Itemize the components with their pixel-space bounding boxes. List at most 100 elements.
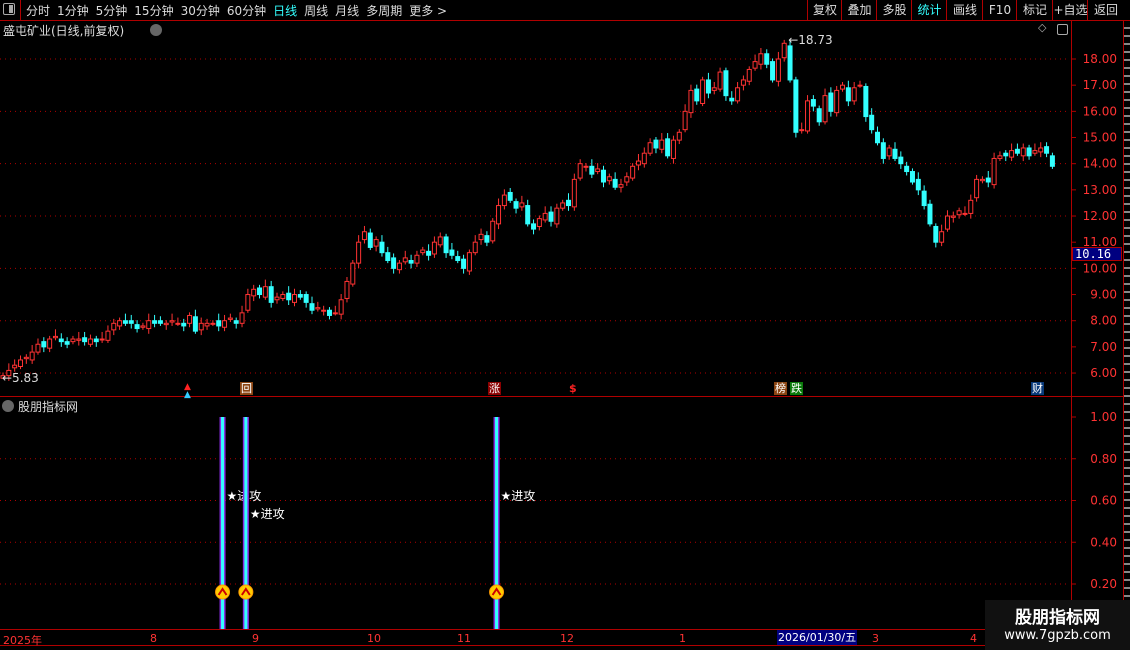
tag-cai[interactable]: 财 bbox=[1031, 382, 1044, 395]
candle-body bbox=[292, 294, 297, 303]
candle-body bbox=[805, 100, 811, 132]
candle-body bbox=[723, 70, 729, 97]
toolbar-button-0[interactable]: 复权 bbox=[807, 0, 842, 20]
candle-body bbox=[1044, 146, 1050, 154]
candle-body bbox=[904, 165, 910, 173]
candle-body bbox=[793, 79, 799, 133]
candle-body bbox=[93, 338, 99, 343]
period-tab-0[interactable]: 分时 bbox=[26, 4, 51, 18]
candle-body bbox=[111, 322, 117, 331]
candle-body bbox=[426, 250, 432, 256]
candle-body bbox=[577, 163, 583, 179]
candle-body bbox=[128, 320, 134, 324]
candle-body bbox=[52, 335, 58, 339]
candle-body bbox=[379, 241, 385, 254]
period-tab-9[interactable]: 多周期 bbox=[366, 4, 403, 18]
candle-body bbox=[670, 139, 676, 159]
candle-body bbox=[1020, 147, 1026, 157]
candle-body bbox=[461, 258, 467, 269]
signal-up-icon bbox=[215, 584, 231, 600]
time-label: 8 bbox=[150, 632, 157, 645]
candle-body bbox=[1003, 152, 1009, 157]
candle-body bbox=[455, 256, 461, 262]
candle-body bbox=[338, 299, 344, 315]
candle-body bbox=[350, 262, 356, 285]
side-info-strip[interactable] bbox=[1124, 21, 1130, 646]
candle-body bbox=[939, 231, 945, 243]
diamond-icon[interactable]: ◇ bbox=[1038, 21, 1047, 34]
event-arrow-icon[interactable]: ▲ ▲ bbox=[184, 382, 191, 400]
candle-body bbox=[496, 205, 502, 225]
candle-body bbox=[694, 88, 700, 102]
toolbar-button-5[interactable]: F10 bbox=[982, 0, 1017, 20]
candle-body bbox=[560, 202, 566, 209]
candle-body bbox=[816, 108, 822, 123]
candle-body bbox=[974, 178, 980, 199]
period-tab-1[interactable]: 1分钟 bbox=[57, 4, 89, 18]
y-tick-label: 15.00 bbox=[1083, 131, 1117, 145]
candle-body bbox=[863, 85, 869, 118]
signal-bar bbox=[495, 417, 499, 629]
candle-body bbox=[181, 322, 187, 327]
candle-body bbox=[501, 194, 507, 207]
period-tab-2[interactable]: 5分钟 bbox=[95, 4, 128, 18]
toolbar-button-6[interactable]: 标记 bbox=[1016, 0, 1053, 20]
period-tab-7[interactable]: 周线 bbox=[304, 4, 329, 18]
title-dropdown-icon[interactable] bbox=[150, 24, 162, 36]
tag-zhang[interactable]: 涨 bbox=[488, 382, 501, 395]
toolbar-button-7[interactable]: +自选 bbox=[1052, 0, 1088, 20]
candle-body bbox=[676, 131, 682, 141]
period-tab-6[interactable]: 日线 bbox=[273, 4, 298, 18]
toolbar-button-1[interactable]: 叠加 bbox=[841, 0, 877, 20]
signal-label: ★进攻 bbox=[250, 507, 285, 521]
y-tick-label: 17.00 bbox=[1083, 78, 1117, 92]
period-tab-4[interactable]: 30分钟 bbox=[180, 4, 220, 18]
candle-body bbox=[857, 84, 863, 87]
candle-body bbox=[583, 165, 589, 168]
candle-body bbox=[169, 320, 175, 323]
toolbar-button-8[interactable]: 返回 bbox=[1087, 0, 1124, 20]
candle-body bbox=[700, 79, 706, 104]
candle-body bbox=[968, 199, 974, 214]
toolbar-button-2[interactable]: 多股 bbox=[876, 0, 912, 20]
candle-body bbox=[898, 156, 904, 165]
tag-die[interactable]: 跌 bbox=[790, 382, 803, 395]
period-tab-5[interactable]: 60分钟 bbox=[226, 4, 267, 18]
y-tick-label: 16.00 bbox=[1083, 104, 1117, 118]
indicator-dropdown-icon[interactable] bbox=[2, 400, 14, 412]
toolbar-button-3[interactable]: 统计 bbox=[911, 0, 947, 20]
candle-body bbox=[227, 317, 233, 320]
layout-toggle-icon[interactable] bbox=[3, 3, 15, 15]
candle-body bbox=[729, 97, 735, 102]
candle-body bbox=[204, 322, 210, 327]
candle-body bbox=[373, 239, 379, 247]
watermark: 股朋指标网 www.7gpzb.com bbox=[985, 600, 1130, 650]
candle-body bbox=[303, 294, 309, 303]
candle-body bbox=[484, 235, 490, 243]
watermark-url: www.7gpzb.com bbox=[1004, 628, 1111, 643]
candle-body bbox=[1009, 150, 1015, 158]
indicator-y-label: 0.40 bbox=[1090, 535, 1117, 549]
tag-hui[interactable]: 回 bbox=[240, 382, 253, 395]
time-label: 11 bbox=[457, 632, 471, 645]
candle-body bbox=[787, 45, 793, 81]
tag-bang[interactable]: 榜 bbox=[774, 382, 787, 395]
candle-body bbox=[408, 260, 414, 264]
candle-body bbox=[222, 320, 228, 328]
candle-body bbox=[478, 233, 484, 241]
signal-label: ★进攻 bbox=[501, 489, 536, 503]
period-tab-10[interactable]: 更多 > bbox=[409, 4, 448, 18]
candle-body bbox=[239, 312, 245, 324]
toolbar-button-4[interactable]: 画线 bbox=[946, 0, 983, 20]
indicator-y-label: 0.60 bbox=[1090, 494, 1117, 508]
signal-bar bbox=[221, 417, 225, 629]
candle-body bbox=[356, 241, 362, 264]
period-tab-3[interactable]: 15分钟 bbox=[134, 4, 174, 18]
panel-layout-icon[interactable] bbox=[1057, 24, 1068, 35]
period-tab-8[interactable]: 月线 bbox=[335, 4, 360, 18]
candle-body bbox=[875, 131, 880, 144]
tag-dollar[interactable]: $ bbox=[569, 382, 577, 395]
candle-body bbox=[618, 184, 624, 188]
candle-body bbox=[367, 232, 373, 248]
